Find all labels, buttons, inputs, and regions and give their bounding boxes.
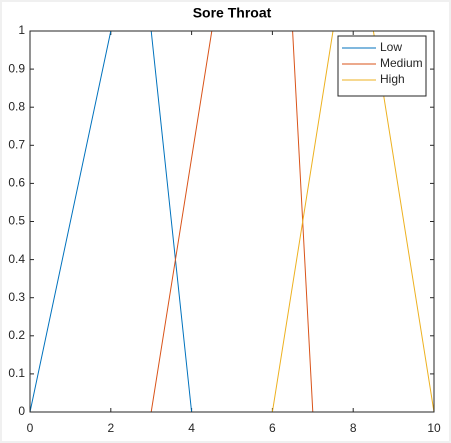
x-tick-label: 10 xyxy=(427,421,441,435)
y-tick-label: 0.5 xyxy=(8,214,25,228)
legend-label: High xyxy=(380,72,405,86)
y-tick-label: 0.3 xyxy=(8,290,25,304)
x-tick-label: 2 xyxy=(107,421,114,435)
y-tick-label: 0.8 xyxy=(8,99,25,113)
legend-box xyxy=(337,35,427,97)
y-tick-label: 0.9 xyxy=(8,61,25,75)
x-tick-label: 6 xyxy=(269,421,276,435)
y-tick-label: 0.1 xyxy=(8,366,25,380)
axes-box xyxy=(29,30,435,413)
x-tick-label: 8 xyxy=(350,421,357,435)
y-tick-label: 0.6 xyxy=(8,176,25,190)
chart-title: Sore Throat xyxy=(193,5,272,21)
y-tick-label: 0.2 xyxy=(8,328,25,342)
y-tick-label: 0.7 xyxy=(8,137,25,151)
legend-label: Medium xyxy=(380,56,423,70)
x-tick-label: 0 xyxy=(27,421,34,435)
legend-label: Low xyxy=(380,40,402,54)
y-tick-label: 0.4 xyxy=(8,252,25,266)
y-tick-label: 0 xyxy=(18,404,25,418)
x-tick-label: 4 xyxy=(188,421,195,435)
y-tick-label: 1 xyxy=(18,23,25,37)
